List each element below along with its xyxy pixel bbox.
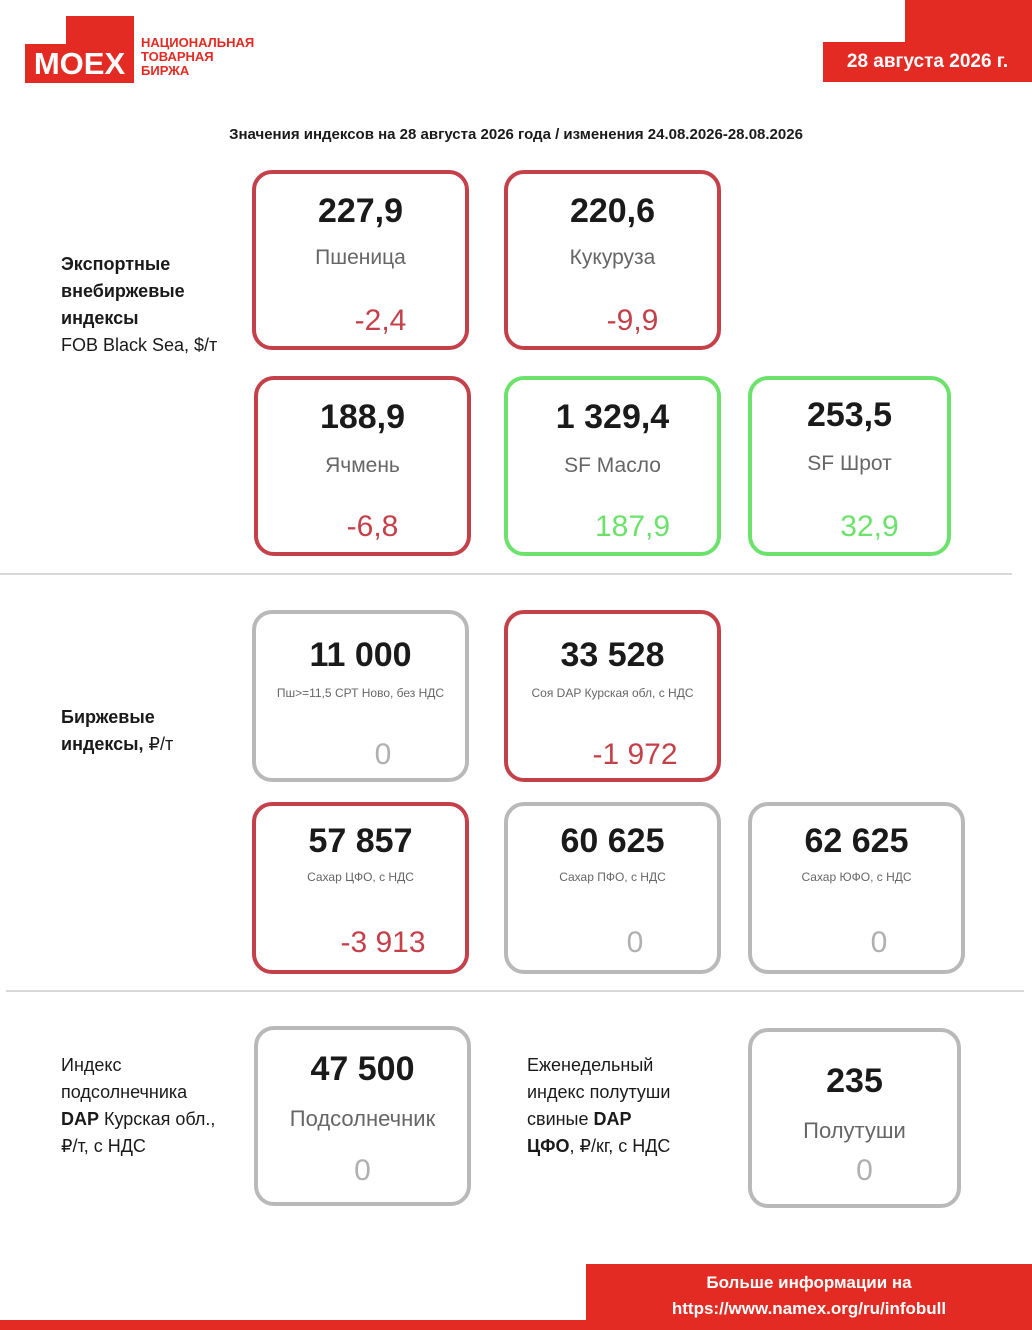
index-card-sugar-yufo: 62 625 Сахар ЮФО, с НДС 0 — [748, 802, 965, 974]
logo-subtitle-line-1: НАЦИОНАЛЬНАЯ — [141, 35, 255, 50]
index-value: 11 000 — [309, 636, 412, 674]
index-change: -6,8 — [346, 510, 399, 543]
exchange-label-line-1: Биржевые — [61, 707, 155, 727]
pork-label-line-2: индекс полутуши — [527, 1082, 671, 1102]
index-change: 0 — [856, 1154, 873, 1187]
section-divider — [0, 573, 1012, 575]
index-name: Пшеница — [315, 246, 406, 269]
index-value: 1 329,4 — [555, 398, 670, 436]
index-card-soy-kursk: 33 528 Соя DAP Курская обл, с НДС -1 972 — [504, 610, 721, 782]
footer-bar — [0, 1320, 1032, 1330]
index-name: Подсолнечник — [289, 1106, 436, 1131]
footer-line-1: Больше информации на — [706, 1273, 912, 1292]
index-change: -2,4 — [354, 304, 407, 337]
index-change: 0 — [626, 926, 644, 959]
logo-subtitle: НАЦИОНАЛЬНАЯ ТОВАРНАЯ БИРЖА — [141, 36, 281, 78]
page-subtitle: Значения индексов на 28 августа 2026 год… — [229, 126, 803, 143]
index-value: 62 625 — [804, 822, 909, 860]
index-name: SF Шрот — [807, 452, 892, 475]
exchange-label-unit: ₽/т — [148, 734, 174, 754]
sunflower-label-line-2: подсолнечника — [61, 1082, 188, 1102]
index-change: 0 — [374, 738, 392, 771]
header-accent — [905, 0, 1032, 42]
index-change: -9,9 — [606, 304, 659, 337]
index-card-pork: 235 Полутуши 0 — [748, 1028, 961, 1208]
index-card-barley: 188,9 Ячмень -6,8 — [254, 376, 471, 556]
index-name: Сахар ЮФО, с НДС — [801, 870, 912, 884]
index-card-sf-meal: 253,5 SF Шрот 32,9 — [748, 376, 951, 556]
index-change: 0 — [870, 926, 888, 959]
sunflower-label-line-1: Индекс — [61, 1055, 122, 1075]
exchange-label-line-2: индексы, — [61, 734, 144, 754]
index-value: 60 625 — [560, 822, 665, 860]
index-name: Пш>=11,5 СРТ Ново, без НДС — [276, 686, 445, 700]
sunflower-label-unit: ₽/т, с НДС — [61, 1136, 146, 1156]
export-label-note: FOB Black Sea, $/т — [61, 335, 218, 355]
index-change: -3 913 — [340, 926, 426, 959]
index-value: 33 528 — [560, 636, 665, 674]
index-value: 57 857 — [308, 822, 413, 860]
index-value: 220,6 — [569, 192, 656, 230]
pork-label-unit: , ₽/кг, с НДС — [569, 1136, 671, 1156]
index-name: SF Масло — [564, 454, 661, 477]
index-card-sugar-cfo: 57 857 Сахар ЦФО, с НДС -3 913 — [252, 802, 469, 974]
pork-section-label: Еженедельный индекс полутуши свиные DAP … — [527, 1052, 670, 1160]
index-card-sugar-pfo: 60 625 Сахар ПФО, с НДС 0 — [504, 802, 721, 974]
pork-label-region: ЦФО — [527, 1136, 570, 1156]
sunflower-label-dap: DAP — [61, 1109, 100, 1129]
index-card-wheat-novo: 11 000 Пш>=11,5 СРТ Ново, без НДС 0 — [252, 610, 469, 782]
index-change: 0 — [354, 1154, 371, 1187]
export-label-line-3: индексы — [61, 308, 139, 328]
moex-logo: MOEX — [25, 44, 134, 83]
pork-label-line-3: свиные — [527, 1109, 594, 1129]
footer-more-info: Больше информации на https://www.namex.o… — [586, 1264, 1032, 1322]
index-card-corn: 220,6 Кукуруза -9,9 — [504, 170, 721, 350]
index-value: 47 500 — [310, 1050, 415, 1088]
index-card-sf-oil: 1 329,4 SF Масло 187,9 — [504, 376, 721, 556]
export-label-line-1: Экспортные — [61, 254, 171, 274]
export-section-label: Экспортные внебиржевые индексы FOB Black… — [61, 251, 217, 359]
index-name: Соя DAP Курская обл, с НДС — [531, 686, 694, 700]
index-name: Сахар ПФО, с НДС — [559, 870, 666, 884]
footer-link[interactable]: https://www.namex.org/ru/infobull — [671, 1299, 947, 1318]
pork-label-dap: DAP — [593, 1109, 632, 1129]
pork-label-line-1: Еженедельный — [527, 1055, 654, 1075]
index-value: 253,5 — [806, 396, 893, 434]
index-change: 187,9 — [594, 510, 671, 543]
index-name: Кукуруза — [569, 246, 656, 269]
index-value: 188,9 — [319, 398, 406, 436]
report-date: 28 августа 2026 г. — [823, 42, 1032, 82]
sunflower-section-label: Индекс подсолнечника DAP Курская обл., ₽… — [61, 1052, 215, 1160]
exchange-section-label: Биржевые индексы, ₽/т — [61, 704, 173, 758]
index-value: 235 — [826, 1062, 883, 1100]
index-card-sunflower: 47 500 Подсолнечник 0 — [254, 1026, 471, 1206]
index-change: -1 972 — [592, 738, 678, 771]
index-name: Сахар ЦФО, с НДС — [307, 870, 414, 884]
index-card-wheat: 227,9 Пшеница -2,4 — [252, 170, 469, 350]
logo-subtitle-line-3: БИРЖА — [141, 63, 190, 78]
logo-subtitle-line-2: ТОВАРНАЯ — [141, 49, 214, 64]
export-label-line-2: внебиржевые — [61, 281, 185, 301]
index-value: 227,9 — [317, 192, 404, 230]
logo-accent — [66, 16, 134, 46]
sunflower-label-region: Курская обл., — [99, 1109, 216, 1129]
section-divider — [6, 990, 1024, 992]
index-change: 32,9 — [840, 510, 899, 543]
index-name: Ячмень — [325, 454, 400, 477]
index-name: Полутуши — [803, 1118, 906, 1143]
